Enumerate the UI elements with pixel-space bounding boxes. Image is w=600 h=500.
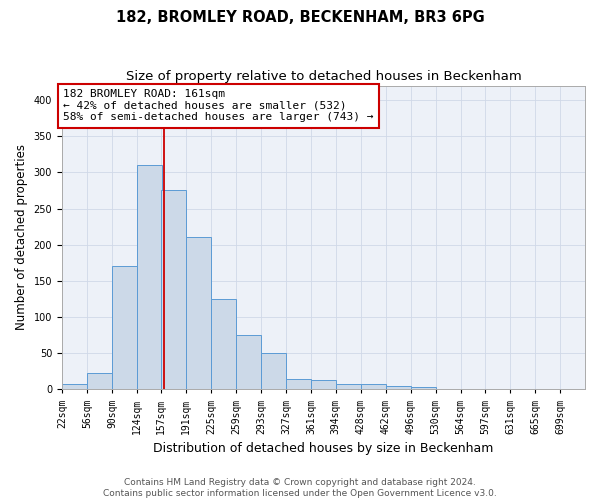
Bar [461, 388, 485, 390]
Bar [335, 384, 361, 390]
Bar [386, 386, 410, 390]
Bar [87, 374, 112, 390]
Text: 182 BROMLEY ROAD: 161sqm
← 42% of detached houses are smaller (532)
58% of semi-: 182 BROMLEY ROAD: 161sqm ← 42% of detach… [64, 89, 374, 122]
Bar [186, 238, 211, 390]
X-axis label: Distribution of detached houses by size in Beckenham: Distribution of detached houses by size … [153, 442, 494, 455]
Bar [410, 387, 436, 390]
Text: 182, BROMLEY ROAD, BECKENHAM, BR3 6PG: 182, BROMLEY ROAD, BECKENHAM, BR3 6PG [116, 10, 484, 25]
Bar [436, 388, 461, 390]
Bar [211, 299, 236, 390]
Bar [62, 384, 87, 390]
Bar [112, 266, 137, 390]
Bar [137, 165, 162, 390]
Bar [161, 190, 186, 390]
Bar [535, 388, 560, 390]
Bar [361, 384, 386, 390]
Bar [261, 353, 286, 390]
Bar [311, 380, 337, 390]
Text: Contains HM Land Registry data © Crown copyright and database right 2024.
Contai: Contains HM Land Registry data © Crown c… [103, 478, 497, 498]
Bar [286, 378, 311, 390]
Bar [485, 388, 510, 390]
Bar [236, 335, 261, 390]
Y-axis label: Number of detached properties: Number of detached properties [15, 144, 28, 330]
Bar [510, 388, 535, 390]
Title: Size of property relative to detached houses in Beckenham: Size of property relative to detached ho… [125, 70, 521, 83]
